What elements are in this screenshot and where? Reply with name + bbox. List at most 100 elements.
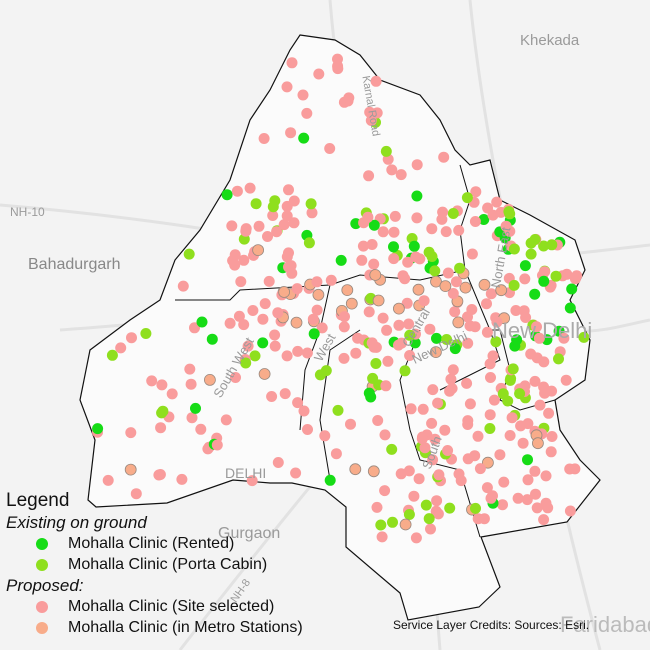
rented-clinic-point xyxy=(221,189,233,201)
legend: Legend Existing on ground Mohalla Clinic… xyxy=(6,490,303,638)
site-selected-point xyxy=(238,254,250,266)
site-selected-point xyxy=(298,405,310,417)
site-selected-point xyxy=(380,380,392,392)
porta-cabin-point xyxy=(514,388,526,400)
site-selected-point xyxy=(368,341,380,353)
porta-cabin-point xyxy=(497,388,509,400)
site-selected-point xyxy=(494,449,506,461)
site-selected-point xyxy=(115,342,127,354)
site-selected-point xyxy=(319,430,331,442)
legend-label: Mohalla Clinic (in Metro Stations) xyxy=(68,618,303,636)
site-selected-point xyxy=(370,75,382,87)
metro-station-point xyxy=(367,465,380,478)
site-selected-point xyxy=(278,219,290,231)
legend-existing-heading: Existing on ground xyxy=(6,513,147,532)
rented-clinic-point xyxy=(538,275,550,287)
site-selected-point xyxy=(519,273,531,285)
site-selected-point xyxy=(478,513,490,525)
porta-cabin-point xyxy=(387,516,398,528)
porta-cabin-point xyxy=(106,349,118,361)
site-selected-point xyxy=(262,231,273,242)
site-selected-point xyxy=(561,268,573,280)
site-selected-point xyxy=(497,499,508,511)
site-selected-point xyxy=(510,305,522,316)
site-selected-point xyxy=(504,430,516,441)
site-selected-point xyxy=(292,397,304,409)
site-selected-point xyxy=(469,321,481,333)
site-selected-point xyxy=(393,339,404,351)
site-selected-point xyxy=(220,414,232,426)
site-selected-point xyxy=(343,92,355,104)
rented-clinic-point xyxy=(431,332,442,344)
site-selected-point xyxy=(546,431,558,442)
site-selected-point xyxy=(292,345,304,357)
site-selected-point xyxy=(338,321,350,333)
site-selected-point xyxy=(538,514,550,526)
porta-cabin-point xyxy=(441,334,453,345)
site-selected-point xyxy=(330,448,342,460)
legend-proposed-heading: Proposed: xyxy=(6,576,84,595)
porta-cabin-point xyxy=(403,509,415,520)
metro-station-point xyxy=(124,463,137,476)
rented-clinic-point xyxy=(388,241,399,253)
site-selected-point xyxy=(301,347,313,359)
site-selected-point xyxy=(444,385,456,397)
porta-cabin-point xyxy=(404,329,416,341)
porta-cabin-point xyxy=(538,240,550,252)
porta-cabin-point xyxy=(550,270,562,282)
site-selected-point xyxy=(285,260,297,272)
porta-cabin-point xyxy=(529,234,541,245)
site-selected-point xyxy=(540,470,552,482)
site-selected-point xyxy=(155,422,167,434)
porta-cabin-point xyxy=(423,513,435,525)
site-selected-point xyxy=(481,298,492,310)
site-selected-point xyxy=(427,454,439,466)
site-selected-point xyxy=(401,297,413,309)
site-selected-point xyxy=(356,254,368,266)
site-selected-point xyxy=(453,468,465,480)
porta-cabin-point xyxy=(183,248,195,260)
porta-cabin-point xyxy=(504,208,516,220)
label-khekada: Khekada xyxy=(520,32,580,49)
site-selected-point xyxy=(447,364,459,376)
site-selected-point xyxy=(211,439,223,451)
site-selected-point xyxy=(226,220,238,232)
porta-cabin-point xyxy=(461,192,473,204)
rented-clinic-point xyxy=(478,214,490,225)
site-selected-point xyxy=(469,450,481,462)
site-selected-point xyxy=(564,505,576,517)
rented-clinic-point xyxy=(566,283,578,295)
site-selected-point xyxy=(130,488,142,500)
site-selected-point xyxy=(393,319,405,331)
porta-cabin-point xyxy=(420,499,432,511)
site-selected-point xyxy=(531,321,542,333)
site-selected-point xyxy=(125,427,137,439)
site-selected-point xyxy=(224,317,236,329)
porta-cabin-point xyxy=(157,405,169,417)
legend-item-rented: Mohalla Clinic (Rented) xyxy=(36,533,303,554)
porta-cabin-point xyxy=(444,502,456,514)
site-selected-point xyxy=(358,217,370,229)
site-selected-point xyxy=(345,418,356,430)
site-selected-point xyxy=(379,429,391,441)
site-selected-point xyxy=(153,469,165,481)
site-selected-point xyxy=(517,437,529,449)
site-selected-point xyxy=(571,270,583,282)
site-selected-point xyxy=(487,350,499,362)
porta-cabin-point xyxy=(140,328,152,339)
site-selected-point xyxy=(445,373,457,385)
site-selected-point xyxy=(269,329,281,341)
site-selected-point xyxy=(306,207,318,219)
site-selected-point xyxy=(281,251,293,263)
site-selected-point xyxy=(258,133,270,144)
site-selected-point xyxy=(405,403,417,415)
site-selected-point xyxy=(525,348,537,360)
site-selected-point xyxy=(350,347,362,359)
label-new-delhi-big: New Delhi xyxy=(492,318,593,343)
site-selected-point xyxy=(379,485,391,497)
rented-clinic-point xyxy=(519,260,531,272)
site-selected-point xyxy=(395,169,407,181)
site-selected-point xyxy=(290,467,302,479)
site-selected-point xyxy=(371,501,383,513)
